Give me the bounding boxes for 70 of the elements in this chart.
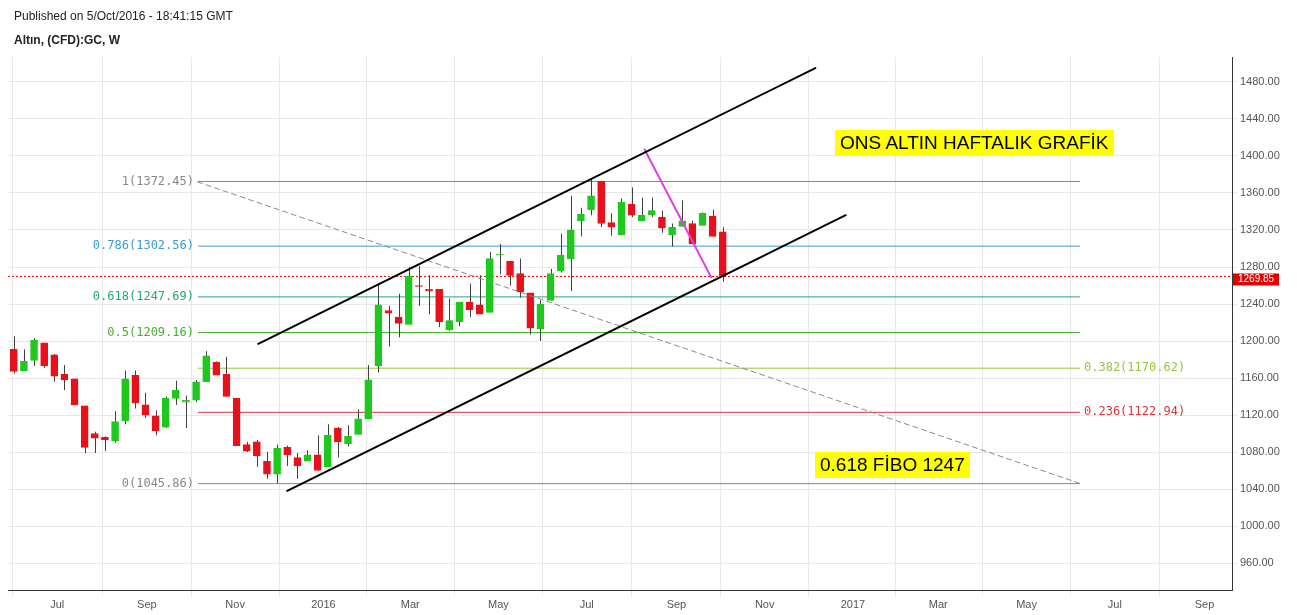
ref-line-label: 0.786(1302.56) — [92, 238, 194, 253]
candlestick — [283, 445, 292, 467]
candlestick — [384, 305, 393, 348]
candlestick — [111, 410, 119, 444]
candlestick — [40, 342, 48, 369]
candlestick — [496, 243, 504, 275]
y-tick-label: 1080.00 — [1240, 445, 1280, 458]
x-tick-label: Sep — [1194, 598, 1215, 611]
candlestick — [658, 210, 666, 234]
x-tick-label: Mar — [928, 598, 949, 611]
ref-line-label: 0.618(1247.69) — [92, 289, 194, 304]
x-tick-label: Jul — [579, 598, 594, 611]
y-tick-label: 1320.00 — [1240, 223, 1280, 236]
x-tick-label: Sep — [666, 598, 687, 611]
candlestick — [627, 186, 636, 218]
candlestick — [637, 197, 646, 222]
candlestick — [263, 451, 271, 480]
candlestick — [648, 197, 656, 218]
y-tick-label: 1480.00 — [1240, 75, 1280, 88]
y-tick-label: 1440.00 — [1240, 112, 1280, 125]
x-tick-label: May — [488, 598, 510, 611]
x-tick-label: Sep — [137, 598, 157, 611]
chart-title: Published on 5/Oct/2016 - 18:41:15 GMT — [14, 9, 233, 23]
y-tick-label: 1120.00 — [1240, 408, 1279, 421]
candlestick — [607, 212, 616, 237]
y-tick-label: 960.00 — [1240, 556, 1274, 569]
candlestick — [577, 207, 585, 237]
candlestick — [506, 260, 514, 287]
y-tick-label: 1280.00 — [1240, 260, 1280, 273]
chart-subtitle: Altın, (CFD):GC, W — [14, 33, 120, 47]
candlestick — [30, 337, 38, 367]
candlestick — [344, 424, 352, 447]
ref-line-label: 0.236(1122.94) — [1084, 404, 1186, 419]
x-tick-label: Jul — [50, 598, 65, 611]
candlestick — [354, 408, 362, 435]
candlestick — [20, 348, 28, 372]
x-tick-label: Mar — [400, 598, 421, 611]
ref-line-label: 1269.85 — [1238, 273, 1275, 285]
candlestick — [445, 297, 454, 332]
x-tick-label: 2016 — [311, 598, 336, 611]
x-tick-label: Nov — [754, 598, 775, 611]
candlestick — [556, 233, 565, 274]
y-tick-label: 1200.00 — [1240, 334, 1280, 347]
ref-line-label: 0.5(1209.16) — [107, 324, 194, 339]
y-tick-label: 1400.00 — [1240, 149, 1280, 162]
y-tick-label: 1160.00 — [1240, 371, 1279, 384]
candlestick — [668, 223, 676, 248]
candlestick — [253, 439, 261, 468]
candlestick — [516, 258, 524, 299]
y-tick-label: 1000.00 — [1240, 519, 1280, 532]
ref-line-label: 0.382(1170.62) — [1084, 360, 1186, 375]
y-tick-label: 1040.00 — [1240, 482, 1280, 495]
x-tick-label: May — [1016, 598, 1038, 611]
annotation: 0.618 FİBO 1247 — [815, 452, 970, 478]
candlestick — [334, 426, 342, 459]
candlestick — [313, 434, 322, 472]
candlestick — [192, 379, 200, 403]
x-tick-label: Nov — [225, 598, 246, 611]
x-tick-label: Jul — [1107, 598, 1122, 611]
candlestick — [90, 431, 99, 454]
ref-line-label: 1(1372.45) — [121, 173, 194, 188]
x-tick-label: 2017 — [840, 598, 866, 611]
candlestick — [587, 178, 595, 216]
ref-line-label: 0(1045.86) — [121, 475, 194, 490]
candlestick — [172, 380, 180, 406]
candlestick — [9, 335, 18, 374]
annotation: ONS ALTIN HAFTALIK GRAFİK — [835, 130, 1114, 156]
y-tick-label: 1360.00 — [1240, 186, 1280, 199]
candlestick — [50, 353, 59, 383]
y-tick-label: 1240.00 — [1240, 297, 1280, 310]
